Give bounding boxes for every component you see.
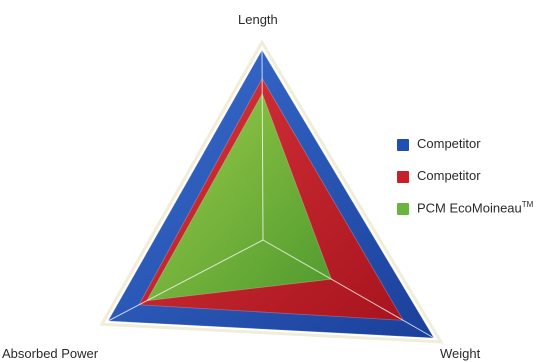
legend-swatch-red bbox=[397, 171, 409, 183]
legend-label: Competitor bbox=[417, 136, 481, 151]
axis-label-absorbed-power: Absorbed Power bbox=[2, 346, 99, 361]
legend-label-text: PCM EcoMoineau bbox=[417, 200, 522, 216]
axis-label-length: Length bbox=[238, 12, 278, 27]
radar-spoke-absorbed-power bbox=[107, 239, 264, 322]
series-pcm-ecomoineau bbox=[146, 92, 332, 302]
legend-swatch-green bbox=[397, 203, 409, 215]
legend-swatch-blue bbox=[397, 139, 409, 151]
legend-label-pcm: PCM EcoMoineauTM bbox=[417, 200, 533, 215]
legend-label: Competitor bbox=[417, 168, 481, 183]
radar-outer-outline bbox=[99, 39, 444, 344]
radar-spoke-length bbox=[261, 49, 264, 241]
radar-spoke-weight bbox=[262, 239, 435, 339]
trademark-sup: TM bbox=[521, 200, 534, 209]
axis-label-weight: Weight bbox=[440, 346, 481, 361]
